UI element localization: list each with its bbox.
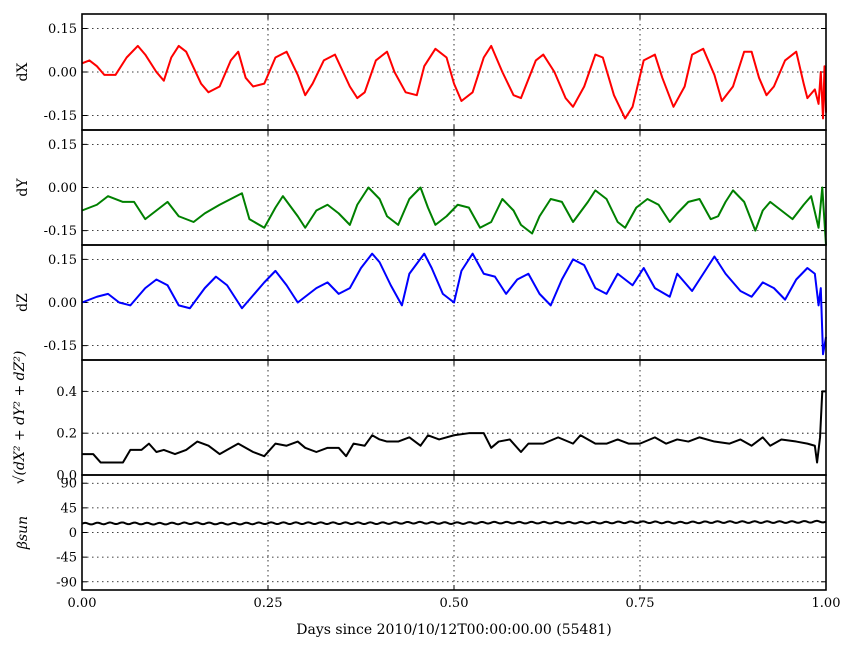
series-line xyxy=(81,252,827,356)
y-tick-label: -45 xyxy=(56,551,77,566)
panel-frame xyxy=(81,13,827,131)
x-axis: 0.00 0.25 0.50 0.75 1.00 xyxy=(68,596,841,611)
y-tick-label: 0.15 xyxy=(48,138,77,153)
series-line xyxy=(81,44,827,120)
panel-4: 0.4 0.2 0.0 √(dX² + dY² + dZ²) xyxy=(12,351,827,485)
y-tick-label: -0.15 xyxy=(44,109,77,124)
y-tick-label: 0.0 xyxy=(56,469,77,484)
y-tick-label: 0.00 xyxy=(48,66,77,81)
y-tick-label: 0.4 xyxy=(56,385,77,400)
series-line xyxy=(81,519,827,526)
x-tick-label: 0.75 xyxy=(626,596,655,611)
x-tick-label: 0.00 xyxy=(68,596,97,611)
y-tick-label: 0 xyxy=(69,526,77,541)
x-tick-label: 1.00 xyxy=(812,596,841,611)
panel-5: 90 45 0 -45 -90 βsun xyxy=(15,474,827,591)
y-tick-label: 45 xyxy=(60,501,77,516)
x-tick-label: 0.25 xyxy=(254,596,283,611)
panel-2: 0.15 0.00 -0.15 dY xyxy=(15,129,827,246)
series-line xyxy=(81,186,827,246)
x-axis-label: Days since 2010/10/12T00:00:00.00 (55481… xyxy=(296,622,611,638)
panel-1: 0.15 0.00 -0.15 dX xyxy=(15,13,827,131)
y-tick-label: -90 xyxy=(56,575,77,590)
y-axis-label: dX xyxy=(15,63,31,82)
y-axis-label: βsun xyxy=(15,516,31,550)
panel-frame xyxy=(81,129,827,246)
series-line xyxy=(82,390,826,464)
panels: 0.150.00-0.15dX0.150.00-0.15dY0.150.00-0… xyxy=(12,13,827,591)
y-tick-label: -0.15 xyxy=(44,224,77,239)
y-axis-label: √(dX² + dY² + dZ²) xyxy=(12,351,28,485)
y-axis-label: dZ xyxy=(15,293,31,312)
x-tick-label: 0.50 xyxy=(440,596,469,611)
y-tick-label: 90 xyxy=(60,477,77,492)
panel-3: 0.15 0.00 -0.15 dZ xyxy=(15,244,827,361)
y-tick-label: 0.15 xyxy=(48,253,77,268)
y-tick-label: -0.15 xyxy=(44,339,77,354)
y-tick-label: 0.2 xyxy=(56,427,77,442)
y-axis-label: dY xyxy=(15,178,31,197)
panel-frame xyxy=(81,359,827,476)
panel-frame xyxy=(81,474,827,591)
y-tick-label: 0.15 xyxy=(48,22,77,37)
y-tick-label: 0.00 xyxy=(48,181,77,196)
y-tick-label: 0.00 xyxy=(48,296,77,311)
